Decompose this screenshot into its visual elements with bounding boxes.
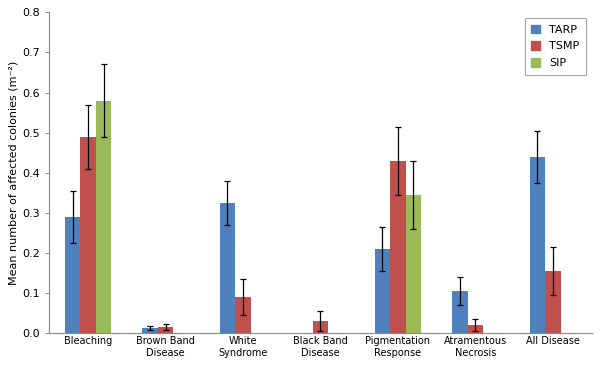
Bar	[406, 195, 421, 333]
Bar	[220, 203, 235, 333]
Y-axis label: Mean number of affected colonies (m⁻²): Mean number of affected colonies (m⁻²)	[8, 61, 19, 285]
Bar	[158, 327, 173, 333]
Bar	[96, 101, 111, 333]
Bar	[545, 271, 560, 333]
Bar	[313, 321, 328, 333]
Bar	[235, 297, 251, 333]
Bar	[467, 325, 483, 333]
Bar	[375, 249, 390, 333]
Bar	[142, 328, 158, 333]
Legend: TARP, TSMP, SIP: TARP, TSMP, SIP	[525, 18, 586, 75]
Bar	[530, 157, 545, 333]
Bar	[390, 161, 406, 333]
Bar	[452, 291, 467, 333]
Bar	[80, 137, 96, 333]
Bar	[65, 217, 80, 333]
